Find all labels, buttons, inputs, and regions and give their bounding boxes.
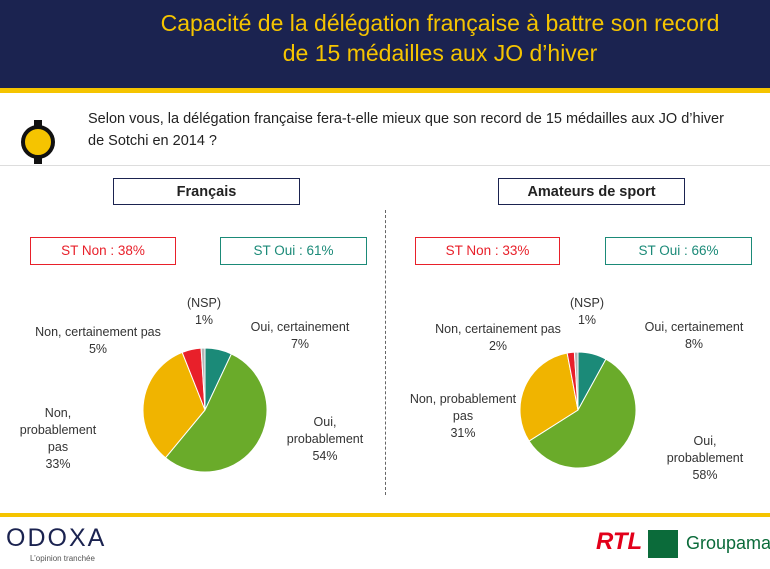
slice-label: Non, certainement pas 5% — [28, 324, 168, 358]
tagline: L’opinion tranchée — [30, 554, 95, 563]
category-label: Oui, probablement — [666, 434, 744, 465]
slice-label: Non, probablement pas 31% — [408, 391, 518, 442]
summary-box: ST Non : 33% — [415, 237, 560, 265]
slice-label: Oui, certainement 8% — [634, 319, 754, 353]
category-label: Non, probablement pas — [19, 406, 97, 454]
summary-box: ST Oui : 66% — [605, 237, 752, 265]
title-line: de 15 médailles aux JO d’hiver — [282, 40, 598, 66]
panel-title: Français — [113, 178, 300, 205]
slice-label: Non, certainement pas 2% — [428, 321, 568, 355]
slice-label: Non, probablement pas 33% — [8, 405, 108, 473]
category-label: Non, certainement pas — [35, 325, 161, 339]
category-label: Non, certainement pas — [435, 322, 561, 336]
value-label: 31% — [450, 426, 476, 440]
icon — [21, 120, 55, 164]
value-label: 33% — [45, 457, 71, 471]
pie-slice — [573, 351, 579, 411]
separator — [0, 165, 770, 166]
value-label: 54% — [312, 449, 338, 463]
value-label: 58% — [692, 468, 718, 482]
panel-title: Amateurs de sport — [498, 178, 685, 205]
category-label: (NSP) — [186, 296, 222, 310]
partner-logo: Groupama — [686, 533, 770, 553]
summary-box: ST Non : 38% — [30, 237, 176, 265]
value-label: 8% — [684, 337, 704, 351]
value-label: 7% — [290, 337, 310, 351]
title-line: Capacité de la délégation française à ba… — [160, 10, 720, 36]
category-label: Oui, certainement — [644, 320, 744, 334]
slice-label: Oui, probablement 58% — [660, 433, 750, 484]
partner-icon — [648, 530, 678, 558]
pie-slice — [519, 352, 579, 442]
value-label: 2% — [488, 339, 508, 353]
category-label: (NSP) — [569, 296, 605, 310]
brand: ODOXA — [6, 524, 107, 552]
footer-line — [0, 513, 770, 517]
slice-label: Oui, probablement 54% — [280, 414, 370, 465]
question: Selon vous, la délégation française fera… — [88, 111, 724, 149]
pie-slice — [164, 353, 268, 473]
divider — [385, 210, 386, 495]
category-label: Oui, probablement — [286, 415, 364, 446]
category-label: Non, probablement pas — [409, 392, 517, 423]
partner-logo: RTL — [596, 528, 643, 555]
value-label: 1% — [194, 313, 214, 327]
slice-label: (NSP) 1% — [174, 295, 234, 329]
slice-label: (NSP) 1% — [557, 295, 617, 329]
value-label: 1% — [577, 313, 597, 327]
value-label: 5% — [88, 342, 108, 356]
header: Capacité de la délégation française à ba… — [0, 0, 770, 93]
slice-label: Oui, certainement 7% — [240, 319, 360, 353]
pie-slice — [528, 358, 637, 469]
summary-box: ST Oui : 61% — [220, 237, 367, 265]
category-label: Oui, certainement — [250, 320, 350, 334]
pie-slice — [142, 351, 206, 459]
pie-slice — [200, 347, 206, 411]
